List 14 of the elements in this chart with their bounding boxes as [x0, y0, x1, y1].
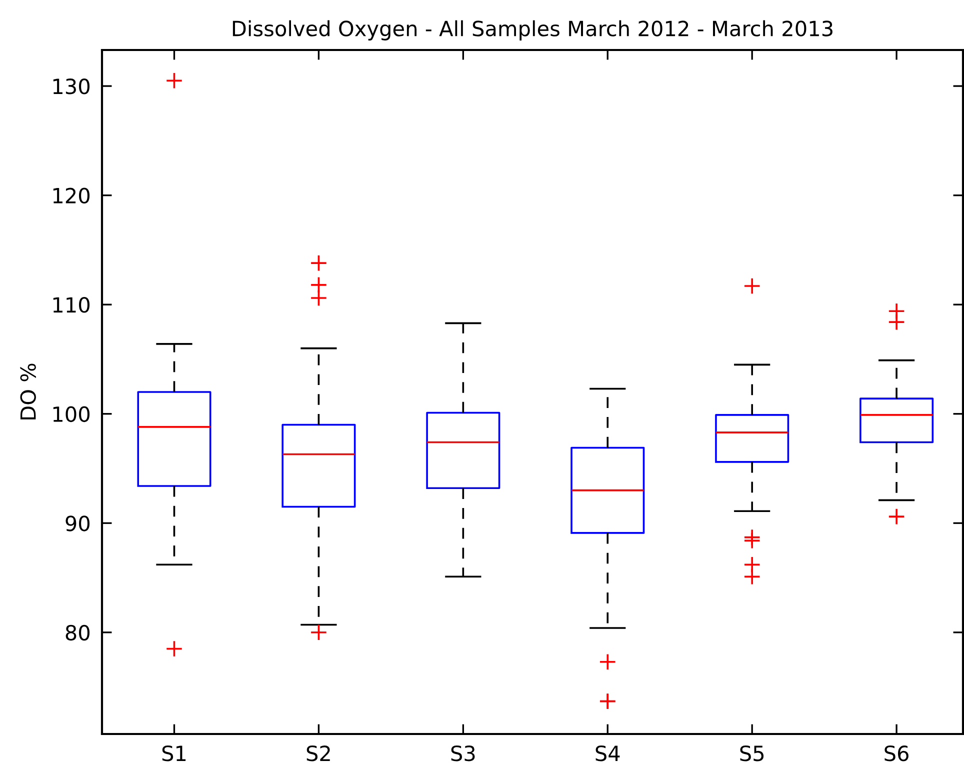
- x-tick-label: S4: [596, 745, 620, 762]
- x-tick-label: S2: [306, 745, 330, 762]
- chart-title: Dissolved Oxygen - All Samples March 2012 - March 2013: [232, 20, 832, 40]
- x-tick-label: S1: [162, 745, 186, 762]
- y-tick-label: 100: [53, 406, 90, 422]
- y-axis-title: DO %: [20, 364, 36, 420]
- y-tick-label: 90: [66, 516, 90, 532]
- y-tick-label: 120: [53, 188, 90, 204]
- x-tick-label: S6: [884, 745, 908, 762]
- y-tick-label: 130: [53, 78, 90, 94]
- x-tick-label: S3: [451, 745, 475, 762]
- y-tick-label: 110: [53, 297, 90, 313]
- y-tick-label: 80: [66, 624, 90, 641]
- x-tick-label: S5: [740, 745, 764, 762]
